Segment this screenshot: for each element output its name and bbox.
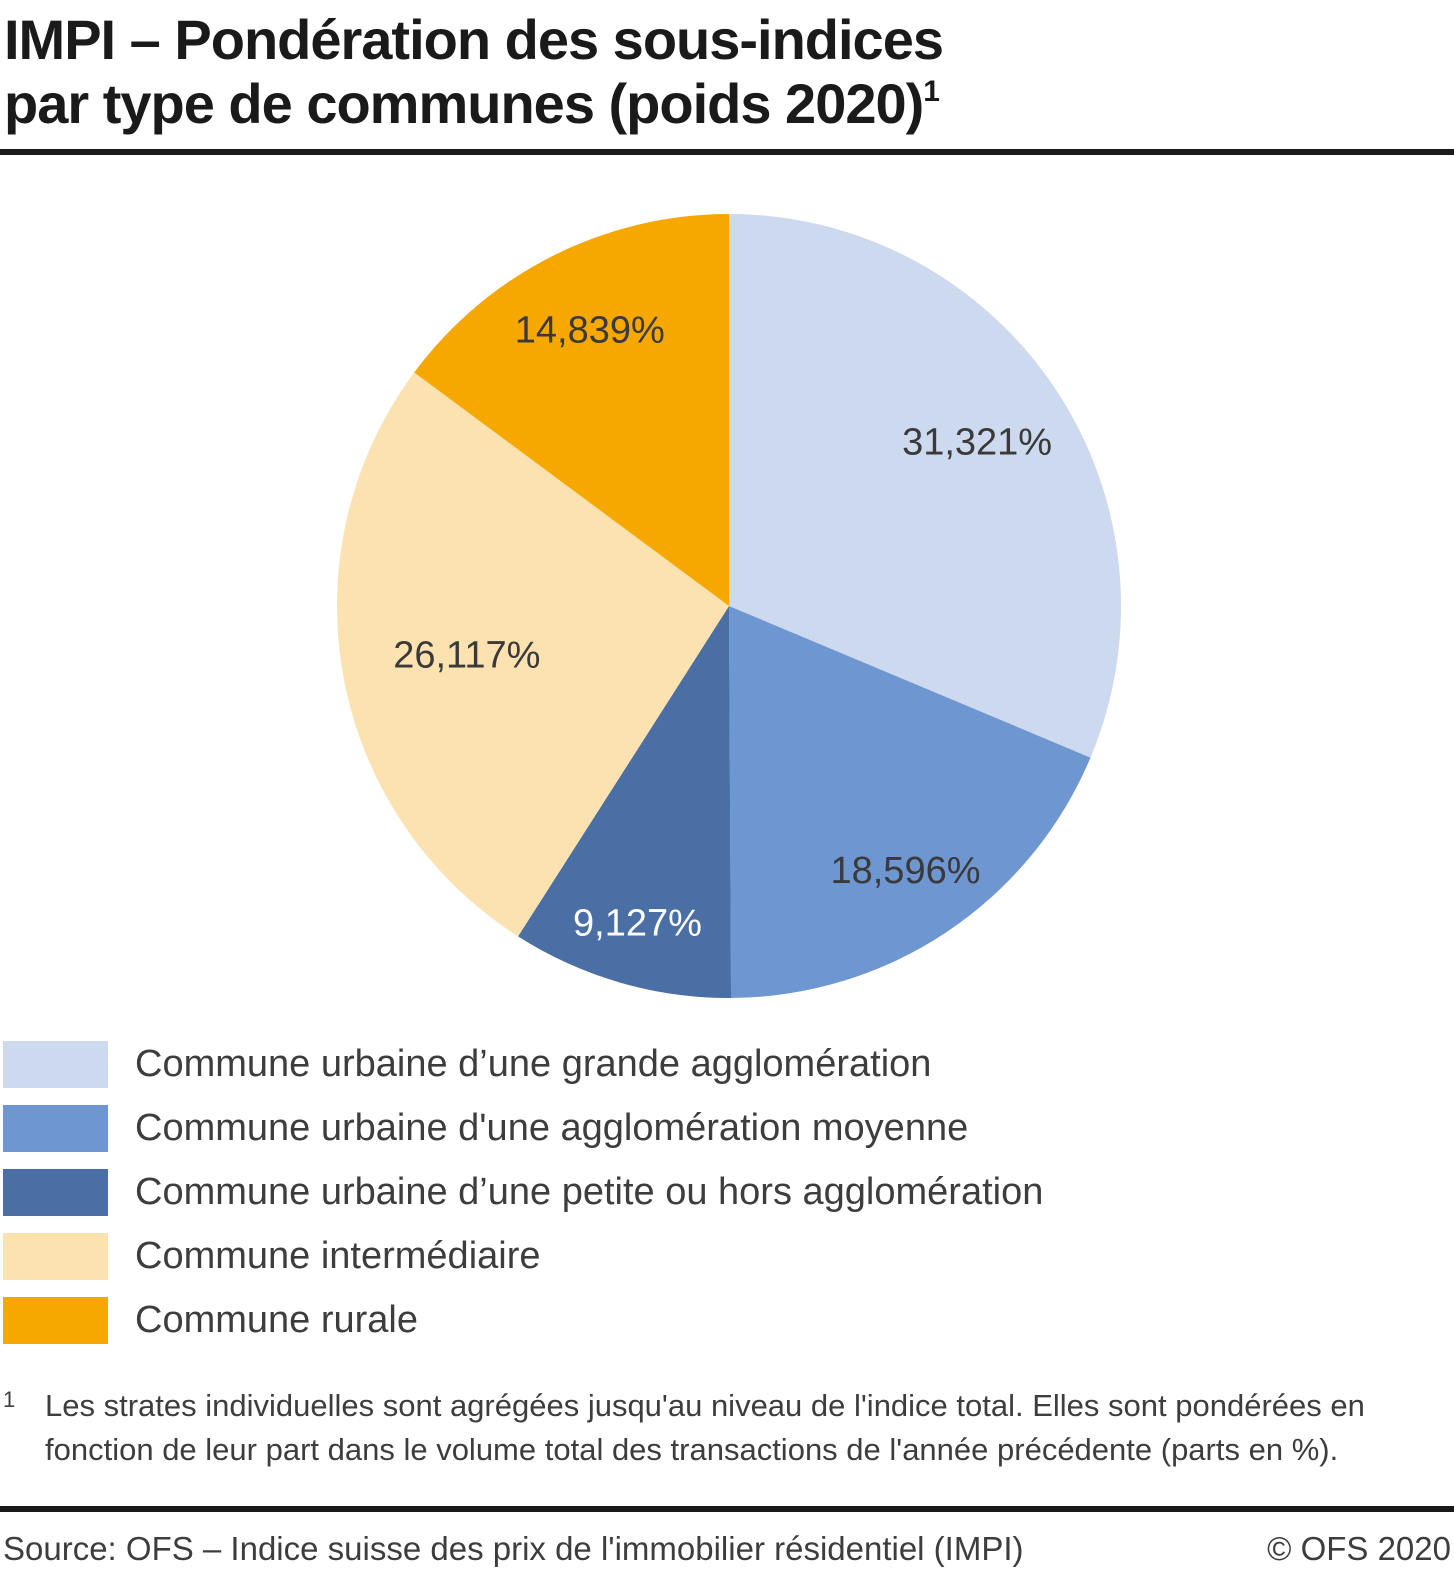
footnote-text: Les strates individuelles sont agrégées … (45, 1388, 1365, 1467)
pie-slice-0 (729, 214, 1122, 758)
copyright-text: © OFS 2020 (1267, 1530, 1451, 1567)
legend-item-agglomeration-moyenne: Commune urbaine d'une agglomération moye… (3, 1104, 1043, 1152)
legend-label: Commune urbaine d’une grande agglomérati… (135, 1042, 932, 1085)
pie-slice-3 (336, 372, 729, 937)
legend-item-petite-ou-hors-agglomeration: Commune urbaine d’une petite ou hors agg… (3, 1168, 1043, 1216)
legend-label: Commune urbaine d’une petite ou hors agg… (135, 1170, 1044, 1213)
footnote-marker: 1 (3, 1387, 16, 1412)
pie-chart: 31,321% 18,596% 9,127% 26,117% 14,839% (329, 206, 1129, 1006)
pie-slice-label-0: 31,321% (902, 421, 1052, 463)
legend-label: Commune intermédiaire (135, 1234, 541, 1277)
chart-title-line1: IMPI – Pondération des sous-indices (4, 8, 944, 71)
legend-item-rurale: Commune rurale (3, 1296, 1043, 1344)
legend-item-intermediaire: Commune intermédiaire (3, 1232, 1043, 1280)
pie-slice-label-3: 26,117% (393, 635, 540, 677)
pie-slice-label-4: 14,839% (515, 310, 665, 352)
legend-swatch-light-blue (3, 1040, 108, 1088)
chart-legend: Commune urbaine d’une grande agglomérati… (3, 1040, 1043, 1360)
pie-chart-svg: 31,321% 18,596% 9,127% 26,117% 14,839% (336, 214, 1122, 998)
pie-slice-2 (518, 606, 732, 998)
top-divider-rule (0, 149, 1454, 155)
legend-swatch-dark-blue (3, 1168, 108, 1216)
legend-item-grande-agglomeration: Commune urbaine d’une grande agglomérati… (3, 1040, 1043, 1088)
pie-slice-4 (414, 214, 729, 606)
legend-swatch-medium-blue (3, 1104, 108, 1152)
legend-label: Commune urbaine d'une agglomération moye… (135, 1106, 969, 1149)
legend-swatch-cream (3, 1232, 108, 1280)
title-footnote-marker: 1 (923, 75, 940, 108)
bottom-divider-rule (0, 1506, 1454, 1512)
pie-slice-label-2: 9,127% (573, 903, 702, 945)
pie-slice-label-1: 18,596% (830, 850, 980, 892)
footer: Source: OFS – Indice suisse des prix de … (3, 1530, 1451, 1568)
chart-title-line2: par type de communes (poids 2020)1 (4, 72, 940, 135)
source-text: Source: OFS – Indice suisse des prix de … (3, 1530, 1024, 1567)
chart-title: IMPI – Pondération des sous-indices par … (4, 8, 944, 146)
legend-swatch-orange (3, 1296, 108, 1344)
pie-slice-1 (729, 606, 1091, 998)
footnote: 1 Les strates individuelles sont agrégée… (3, 1384, 1451, 1472)
legend-label: Commune rurale (135, 1298, 418, 1341)
